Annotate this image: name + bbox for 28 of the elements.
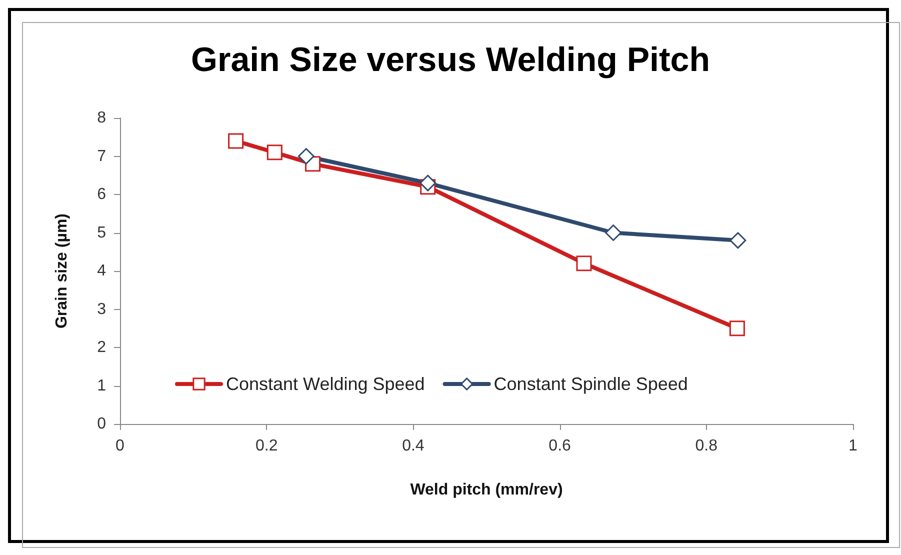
y-tick-label: 8 bbox=[97, 110, 106, 126]
x-tick-label: 0 bbox=[116, 438, 125, 454]
legend-label: Constant Welding Speed bbox=[226, 374, 425, 394]
point bbox=[420, 174, 436, 192]
x-axis-title: Weld pitch (mm/rev) bbox=[410, 482, 563, 498]
y-tick-label: 2 bbox=[97, 339, 106, 356]
point bbox=[605, 224, 622, 241]
point bbox=[729, 320, 745, 336]
y-tick-label: 4 bbox=[97, 262, 106, 280]
legend-label: Constant Spindle Speed bbox=[494, 374, 688, 394]
x-tick-label: 0.8 bbox=[695, 438, 718, 454]
y-tick-label: 1 bbox=[97, 377, 106, 394]
x-tick-label: 0.2 bbox=[255, 438, 278, 454]
x-tick-label: 0.4 bbox=[402, 438, 424, 454]
x-tick-label: 1 bbox=[848, 438, 858, 454]
y-tick-label: 5 bbox=[97, 224, 106, 242]
point bbox=[228, 133, 244, 149]
point bbox=[576, 256, 592, 272]
point bbox=[730, 232, 746, 249]
y-tick-label: 6 bbox=[97, 186, 106, 203]
x-tick-label: 0.6 bbox=[548, 438, 572, 454]
y-tick-label: 3 bbox=[97, 300, 106, 318]
y-axis-title: Grain size (µm) bbox=[54, 213, 70, 329]
y-tick-label: 7 bbox=[97, 148, 106, 165]
point bbox=[266, 144, 282, 160]
point bbox=[298, 148, 314, 164]
y-tick-label: 0 bbox=[97, 416, 106, 432]
chart-title: Grain Size versus Welding Pitch bbox=[191, 41, 710, 79]
